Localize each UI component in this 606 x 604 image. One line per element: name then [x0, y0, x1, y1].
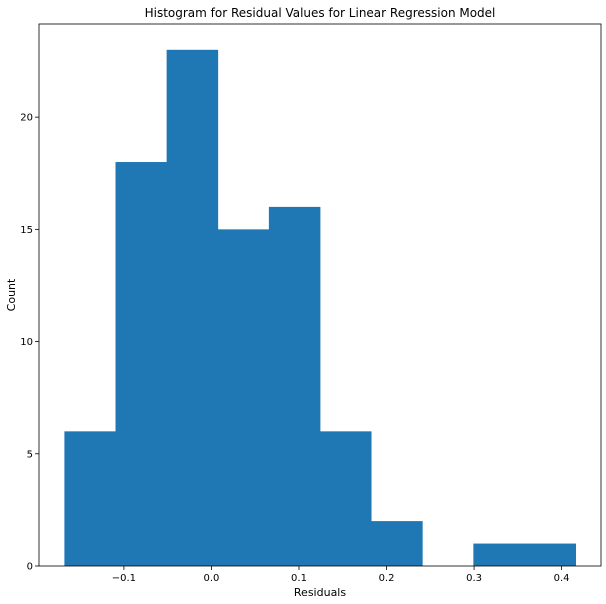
histogram-bar: [371, 521, 423, 566]
x-tick-label: 0.1: [291, 573, 307, 584]
chart-title: Histogram for Residual Values for Linear…: [145, 6, 496, 20]
y-tick-label: 10: [20, 337, 33, 348]
bars-group: [64, 49, 577, 567]
y-tick-label: 0: [27, 562, 33, 573]
y-tick-label: 20: [20, 113, 33, 124]
histogram-bar: [473, 543, 525, 566]
histogram-bar: [166, 49, 219, 567]
y-tick-label: 15: [20, 225, 33, 236]
histogram-bar: [320, 431, 372, 566]
y-axis-label: Count: [5, 278, 18, 311]
histogram-bar: [115, 162, 168, 566]
y-axis-ticks: 0 5 10 15 20: [20, 113, 39, 573]
x-tick-label: 0.3: [466, 573, 482, 584]
x-tick-label: 0.2: [379, 573, 395, 584]
x-axis-ticks: −0.1 0.0 0.1 0.2 0.3 0.4: [112, 566, 570, 584]
histogram-bar: [217, 229, 270, 566]
x-tick-label: 0.0: [203, 573, 219, 584]
histogram-bar: [64, 431, 116, 566]
histogram-bar: [524, 543, 577, 566]
y-tick-label: 5: [27, 449, 33, 460]
x-tick-label: 0.4: [554, 573, 570, 584]
x-axis-label: Residuals: [294, 586, 346, 599]
plot-area-frame: [38, 23, 602, 567]
x-tick-label: −0.1: [112, 573, 136, 584]
histogram-bar: [268, 206, 321, 566]
